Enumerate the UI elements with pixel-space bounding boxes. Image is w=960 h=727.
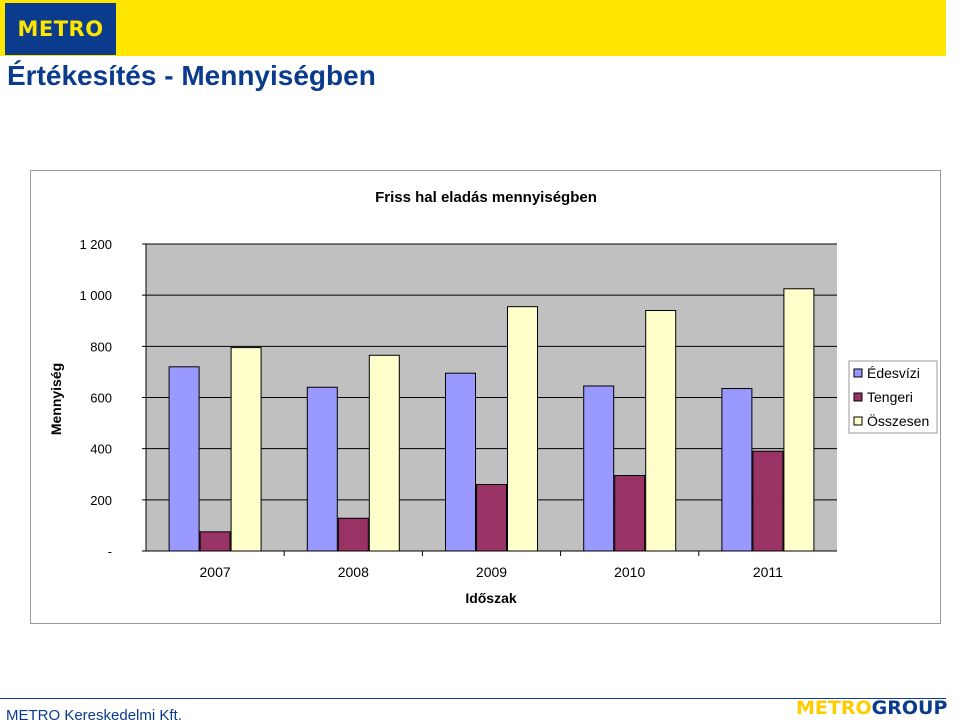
y-tick-label: 600 [90,391,112,406]
bar [368,354,400,552]
bar [476,483,507,552]
bar [752,450,784,552]
y-tick-label: 1 000 [79,288,112,303]
y-tick-label: 1 200 [79,237,112,252]
page-title: Értékesítés - Mennyiségben [7,60,376,91]
bar [168,366,200,552]
metro-group-logo-group: GROUP [871,697,948,719]
x-axis-title: Időszak [465,590,517,606]
bar [306,386,338,552]
legend-swatch [853,392,863,402]
y-tick-label: 800 [90,339,112,354]
legend-label: Édesvízi [867,365,920,381]
footer-company-name: METRO Kereskedelmi Kft. [6,707,182,724]
x-tick-label: 2008 [338,564,369,580]
bar [445,372,476,552]
metro-logo-text: METRO [17,17,104,41]
x-tick-label: 2007 [200,564,231,580]
chart-frame: - 200 400 600 800 1 000 1 200 2007 2008 2009 2010 2… [30,170,941,624]
bar [645,310,677,552]
bar [583,385,615,552]
x-tick-label: 2011 [753,564,783,580]
metro-group-logo: METROGROUP [796,697,947,719]
y-tick-label: 200 [90,493,112,508]
bar [230,347,262,552]
x-tick-label: 2009 [476,564,507,580]
chart-title: Friss hal eladás mennyiségben [375,189,597,206]
metro-logo: METRO [5,3,116,55]
bar [337,517,369,552]
header-bar: METRO [0,0,946,56]
footer-divider [0,698,946,699]
x-tick-label: 2010 [614,564,645,580]
legend-label: Összesen [867,412,929,429]
bar [507,306,538,552]
legend-box [848,360,938,434]
legend-swatch [853,416,863,426]
bar [783,288,815,552]
bar [614,475,646,552]
y-axis-title: Mennyiség [48,363,64,435]
metro-group-logo-metro: METRO [796,697,872,719]
bar-chart: - 200 400 600 800 1 000 1 200 2007 2008 2009 2010 2… [48,189,938,606]
bar [199,531,231,552]
legend-swatch [853,368,863,378]
y-tick-label: 400 [90,442,112,457]
legend-label: Tengeri [867,389,913,405]
bar [721,388,753,552]
y-tick-label: - [108,544,112,559]
